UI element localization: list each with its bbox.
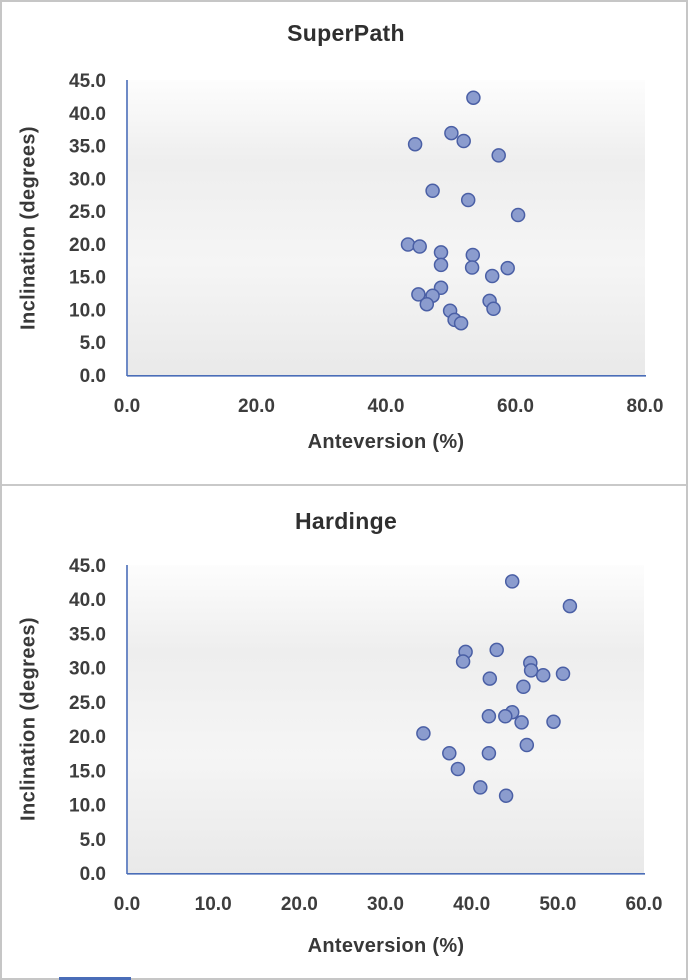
data-point	[498, 709, 513, 724]
y-tick-label: 5.0	[80, 830, 106, 851]
y-tick-label: 0.0	[80, 366, 106, 387]
data-point	[562, 598, 578, 614]
y-tick-label: 25.0	[69, 202, 106, 223]
data-point	[482, 671, 498, 686]
data-point	[491, 148, 506, 163]
y-tick-label: 40.0	[69, 590, 106, 611]
y-tick-label: 45.0	[69, 71, 106, 92]
x-tick-label: 60.0	[497, 396, 534, 417]
y-tick-label: 15.0	[69, 268, 106, 289]
hardinge-x-axis-title: Anteversion (%)	[307, 935, 465, 957]
data-point	[486, 301, 501, 317]
hardinge-y-axis-title: Inclination (degrees)	[17, 617, 40, 822]
x-tick-label: 30.0	[367, 894, 404, 915]
data-point	[456, 133, 471, 149]
data-point	[407, 136, 423, 152]
x-tick-label: 20.0	[281, 894, 318, 915]
x-tick-label: 40.0	[368, 396, 405, 417]
data-point	[464, 260, 480, 275]
hardinge-chart-title: Hardinge	[294, 508, 398, 534]
x-tick-label: 20.0	[238, 396, 275, 417]
data-point	[510, 207, 526, 223]
x-tick-label: 60.0	[626, 894, 663, 915]
data-point	[481, 745, 497, 761]
data-point	[555, 666, 571, 682]
data-point	[444, 125, 459, 141]
x-tick-label: 40.0	[453, 894, 490, 915]
data-point	[504, 574, 520, 589]
data-point	[460, 192, 476, 208]
y-tick-label: 10.0	[69, 300, 106, 321]
data-point	[425, 183, 440, 199]
superpath-scatter-plot: 0.0 5.0 10.0 15.0 20.0 25.0 30.0 35.0 40.0 45.0 0.…	[69, 71, 664, 417]
y-tick-label: 15.0	[69, 761, 106, 782]
data-point	[500, 260, 515, 276]
data-point	[481, 709, 497, 724]
y-tick-label: 10.0	[69, 796, 106, 817]
x-tick-label: 0.0	[114, 894, 140, 915]
data-point	[412, 239, 427, 254]
data-point	[514, 715, 529, 730]
superpath-chart-panel: 0.0 5.0 10.0 15.0 20.0 25.0 30.0 35.0 40.0 45.0 0.…	[2, 2, 688, 484]
data-point	[416, 726, 431, 741]
data-point	[455, 654, 471, 669]
y-tick-label: 25.0	[69, 693, 106, 714]
y-tick-label: 20.0	[69, 727, 106, 748]
y-tick-label: 35.0	[69, 137, 106, 158]
data-point	[489, 642, 504, 658]
data-point	[484, 268, 500, 284]
y-tick-label: 45.0	[69, 556, 106, 577]
data-point	[442, 745, 457, 761]
y-tick-label: 40.0	[69, 104, 106, 125]
superpath-x-axis-title: Anteversion (%)	[307, 431, 465, 453]
y-tick-label: 30.0	[69, 659, 106, 680]
x-tick-label: 80.0	[627, 396, 664, 417]
data-point	[450, 761, 466, 777]
x-tick-label: 50.0	[539, 894, 576, 915]
data-point	[546, 714, 561, 729]
x-tick-label: 10.0	[195, 894, 232, 915]
y-tick-label: 30.0	[69, 169, 106, 190]
data-point	[433, 257, 449, 273]
data-point	[400, 237, 416, 252]
data-point	[523, 663, 539, 678]
x-tick-label: 0.0	[114, 396, 140, 417]
data-point	[411, 287, 426, 302]
y-tick-label: 0.0	[80, 864, 106, 885]
data-point	[433, 245, 449, 260]
data-point	[519, 737, 535, 753]
data-point	[516, 679, 531, 695]
data-point	[453, 315, 469, 331]
data-point	[419, 296, 435, 312]
y-tick-label: 35.0	[69, 624, 106, 645]
superpath-y-axis-title: Inclination (degrees)	[17, 126, 40, 330]
data-point	[498, 788, 514, 803]
data-point	[535, 667, 551, 683]
y-tick-label: 20.0	[69, 235, 106, 256]
data-point	[473, 780, 488, 795]
data-point	[465, 247, 481, 263]
panel-divider	[2, 484, 686, 486]
hardinge-chart-panel: 0.0 5.0 10.0 15.0 20.0 25.0 30.0 35.0 40.0 45.0 0.…	[2, 486, 688, 980]
y-tick-label: 5.0	[80, 333, 106, 354]
hardinge-scatter-plot: 0.0 5.0 10.0 15.0 20.0 25.0 30.0 35.0 40.0 45.0 0.…	[69, 556, 663, 915]
superpath-chart-title: SuperPath	[287, 20, 405, 46]
plot-area	[128, 80, 645, 375]
cropped-next-figure-axis-line	[59, 977, 131, 980]
data-point	[466, 90, 481, 105]
